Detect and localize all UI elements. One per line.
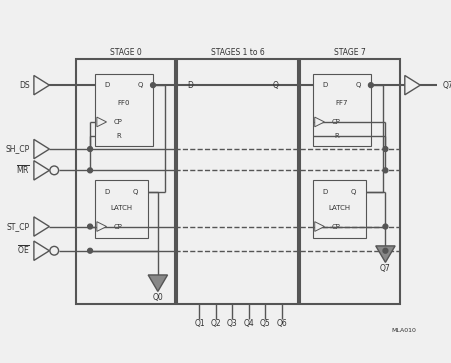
Text: Q6: Q6 <box>276 319 287 328</box>
Polygon shape <box>34 241 50 260</box>
Polygon shape <box>97 222 106 231</box>
Circle shape <box>383 147 388 151</box>
Text: $\overline{\rm MR}$: $\overline{\rm MR}$ <box>16 164 30 176</box>
Text: STAGE 0: STAGE 0 <box>110 48 141 57</box>
Polygon shape <box>405 76 420 95</box>
Polygon shape <box>148 275 167 291</box>
Circle shape <box>50 246 59 255</box>
Text: Q: Q <box>273 81 279 90</box>
Polygon shape <box>34 161 50 180</box>
Bar <box>313 74 371 146</box>
Text: Q2: Q2 <box>211 319 221 328</box>
Bar <box>177 59 298 304</box>
Bar <box>75 59 175 304</box>
Text: D: D <box>322 82 328 88</box>
Circle shape <box>151 83 156 87</box>
Text: CP: CP <box>113 224 122 229</box>
Polygon shape <box>315 222 324 231</box>
Circle shape <box>87 168 92 173</box>
Circle shape <box>50 166 59 175</box>
Text: DS: DS <box>19 81 30 90</box>
Text: D: D <box>187 81 193 90</box>
Text: Q5: Q5 <box>260 319 271 328</box>
Text: ST_CP: ST_CP <box>7 222 30 231</box>
Text: FF7: FF7 <box>336 99 348 106</box>
Bar <box>95 180 148 238</box>
Text: R: R <box>116 134 121 139</box>
Text: SH_CP: SH_CP <box>6 144 30 154</box>
Text: Q3: Q3 <box>227 319 238 328</box>
Text: CP: CP <box>113 119 122 125</box>
Text: $\overline{\rm OE}$: $\overline{\rm OE}$ <box>17 245 30 257</box>
Polygon shape <box>97 117 106 127</box>
Circle shape <box>383 168 388 173</box>
Text: R: R <box>334 134 339 139</box>
Text: LATCH: LATCH <box>110 205 133 211</box>
Text: Q1: Q1 <box>194 319 205 328</box>
Text: LATCH: LATCH <box>328 205 350 211</box>
Text: Q7: Q7 <box>380 264 391 273</box>
Circle shape <box>87 147 92 151</box>
Text: FF0: FF0 <box>118 99 130 106</box>
Bar <box>313 180 366 238</box>
Text: Q: Q <box>356 82 361 88</box>
Polygon shape <box>34 76 50 95</box>
Text: MLA010: MLA010 <box>391 328 416 333</box>
Text: Q7: Q7 <box>442 81 451 90</box>
Text: D: D <box>105 189 110 195</box>
Text: STAGE 7: STAGE 7 <box>334 48 366 57</box>
Text: CP: CP <box>331 224 340 229</box>
Bar <box>300 59 400 304</box>
Text: Q: Q <box>138 82 143 88</box>
Polygon shape <box>34 217 50 236</box>
Text: STAGES 1 to 6: STAGES 1 to 6 <box>211 48 265 57</box>
Text: Q: Q <box>133 189 138 195</box>
Circle shape <box>87 224 92 229</box>
Polygon shape <box>376 246 395 262</box>
Bar <box>95 74 153 146</box>
Circle shape <box>87 248 92 253</box>
Text: D: D <box>322 189 328 195</box>
Text: Q0: Q0 <box>152 293 163 302</box>
Polygon shape <box>34 139 50 159</box>
Polygon shape <box>315 117 324 127</box>
Text: CP: CP <box>331 119 340 125</box>
Text: D: D <box>105 82 110 88</box>
Circle shape <box>368 83 373 87</box>
Text: Q4: Q4 <box>244 319 254 328</box>
Text: Q: Q <box>351 189 356 195</box>
Circle shape <box>383 248 388 253</box>
Circle shape <box>383 224 388 229</box>
